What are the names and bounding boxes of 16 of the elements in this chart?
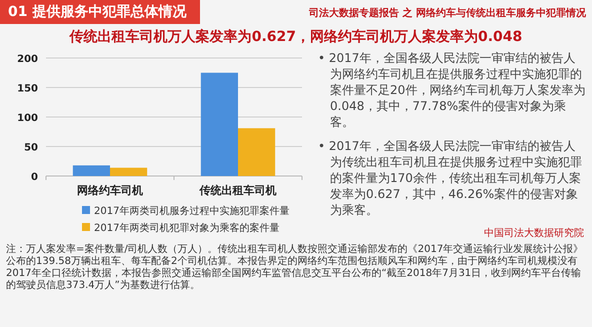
y-tick-label: 150 [17,84,38,94]
text: 司法大数据专题报告 之 网络约车与传统出租车服务中犯罪情况 [309,6,586,20]
text: 01 提供服务中犯罪总体情况 [0,0,200,24]
legend-label: 2017年两类司机服务过程中实施犯罪案件量 [94,205,290,217]
text: 中国司法大数据研究院 [484,226,584,240]
text: • 2017年，全国各级人民法院一审审结的被告人为网络约车司机且在提供服务过程中实施犯罪的案件量不足20件，网络约车司机每万人案发率为0.048，其中，77.78%案件的侵害对象为乘客。 [318,50,586,130]
text: • 2017年，全国各级人民法院一审审结的被告人为传统出租车司机且在提供服务过程中实施犯罪的案件量为170余件，传统出租车司机每万人案发率为0.627，其中，46.26%案件的侵害对象为乘客。 [318,138,583,218]
chart-title: 传统出租车司机万人案发率为0.627，网络约车司机万人案发率为0.048 [68,28,524,46]
y-tick-label: 100 [17,113,38,124]
y-tick-label: 50 [24,142,38,154]
legend-label: 2017年两类司机犯罪对象为乘客的案件量 [94,222,280,234]
text: 注：万人案发率=案件数量/司机人数（万人）。传统出租车司机人数按照交通运输部发布的《2017年交通运输行业发展统计公报》公布的139.58万辆出租车、每车配备2个司机估算。本报告界定的网络约车范围包括顺风车和网约车，由于网络约车司机规模没有2017年全口径统计数据，本报告参照交通运输部全国网约车监管信息交互平台公布的“截至2018年7月31日，收到网约车平台传输的驾驶员信息373.4万人”为基数进行估算。 [6,244,584,292]
x-tick-label: 网络约车司机 [77,184,143,197]
y-tick-label: 200 [17,54,38,65]
x-tick-label: 传统出租车司机 [198,184,276,197]
y-tick-label: 0 [31,172,38,183]
